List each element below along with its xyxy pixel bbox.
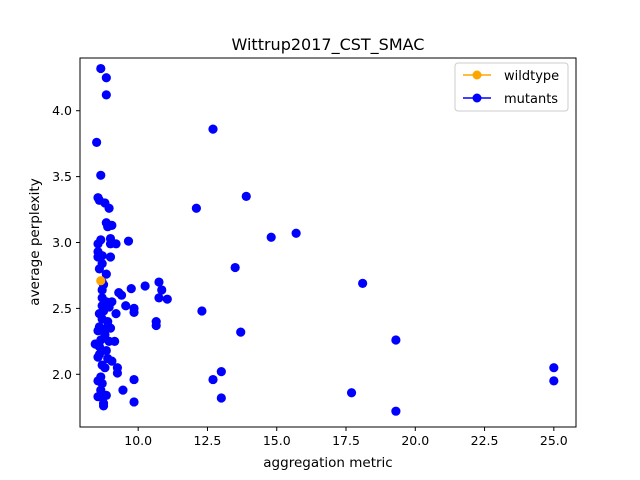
mutants-point	[98, 401, 109, 411]
mutants-point	[94, 264, 104, 274]
mutants-point	[140, 281, 150, 291]
mutants-point	[93, 392, 103, 402]
mutants-point	[96, 63, 106, 74]
mutants-point	[97, 285, 107, 295]
mutants-point	[121, 301, 131, 311]
mutants-point	[216, 367, 226, 377]
x-tick-label: 25.0	[540, 433, 568, 448]
x-tick-label: 15.0	[263, 433, 291, 448]
mutants-point	[358, 278, 368, 288]
y-tick-label: 2.0	[52, 367, 72, 382]
mutants-point	[162, 294, 172, 304]
mutants-point	[116, 290, 127, 300]
mutants-point	[100, 363, 110, 373]
mutants-point	[103, 222, 113, 232]
mutants-point	[129, 307, 139, 317]
points-layer	[90, 63, 559, 416]
x-tick-label: 10.0	[124, 433, 152, 448]
mutants-point	[94, 342, 104, 352]
mutants-point	[216, 393, 226, 403]
mutants-point	[107, 297, 117, 307]
y-tick-label: 3.5	[52, 169, 72, 184]
mutants-point	[111, 239, 121, 249]
mutants-point	[151, 320, 161, 331]
y-tick-label: 2.5	[52, 301, 72, 316]
y-tick-label: 4.0	[52, 103, 72, 118]
x-axis-label: aggregation metric	[263, 455, 392, 471]
mutants-point	[154, 293, 164, 303]
mutants-point	[110, 336, 120, 346]
mutants-point	[391, 335, 401, 345]
x-tick-label: 17.5	[332, 433, 360, 448]
mutants-point	[101, 73, 111, 83]
mutants-point	[291, 228, 301, 238]
y-tick-label: 3.0	[52, 235, 72, 250]
chart-title: Wittrup2017_CST_SMAC	[232, 35, 425, 55]
mutants-point	[191, 203, 201, 213]
mutants-point	[112, 368, 123, 378]
mutants-point	[157, 285, 167, 295]
mutants-point	[97, 251, 107, 261]
legend: wildtype mutants	[454, 62, 569, 112]
mutants-point	[208, 374, 218, 385]
legend-wildtype-marker	[472, 70, 482, 80]
mutants-point	[96, 170, 106, 180]
mutants-point	[266, 232, 276, 242]
mutants-point	[391, 406, 401, 416]
wildtype-point	[96, 276, 106, 286]
y-axis-label: average perplexity	[27, 178, 43, 305]
mutants-point	[105, 323, 116, 333]
mutants-point	[549, 376, 559, 386]
mutants-point	[129, 397, 139, 407]
mutants-point	[93, 239, 103, 249]
x-tick-label: 22.5	[471, 433, 499, 448]
mutants-point	[346, 388, 357, 398]
mutants-point	[93, 326, 103, 336]
mutants-point	[107, 356, 117, 366]
mutants-point	[230, 262, 240, 273]
mutants-point	[236, 327, 246, 337]
axes-layer: 10.0 12.5 15.0 17.5 20.0 22.5 25.0 2.0 2.5 3.0 3.5…	[52, 57, 577, 448]
mutants-point	[92, 137, 102, 147]
mutants-point	[549, 363, 559, 373]
mutants-point	[93, 352, 103, 362]
legend-mutants-label: mutants	[504, 92, 558, 107]
mutants-point	[154, 277, 164, 287]
x-tick-label: 12.5	[194, 433, 222, 448]
mutants-point	[123, 236, 134, 246]
mutants-point	[111, 309, 121, 319]
mutants-point	[105, 252, 116, 262]
mutants-point	[101, 90, 111, 100]
mutants-point	[118, 385, 128, 395]
legend-wildtype-label: wildtype	[504, 69, 559, 84]
mutants-point	[101, 269, 111, 279]
legend-mutants-marker	[472, 93, 482, 103]
mutants-point	[129, 374, 139, 385]
mutants-point	[241, 191, 251, 201]
x-tick-label: 20.0	[401, 433, 429, 448]
mutants-point	[197, 306, 207, 316]
mutants-point	[126, 284, 136, 294]
mutants-point	[104, 203, 114, 213]
mutants-point	[208, 124, 218, 134]
mutants-point	[101, 390, 111, 400]
mutants-point	[101, 345, 111, 356]
